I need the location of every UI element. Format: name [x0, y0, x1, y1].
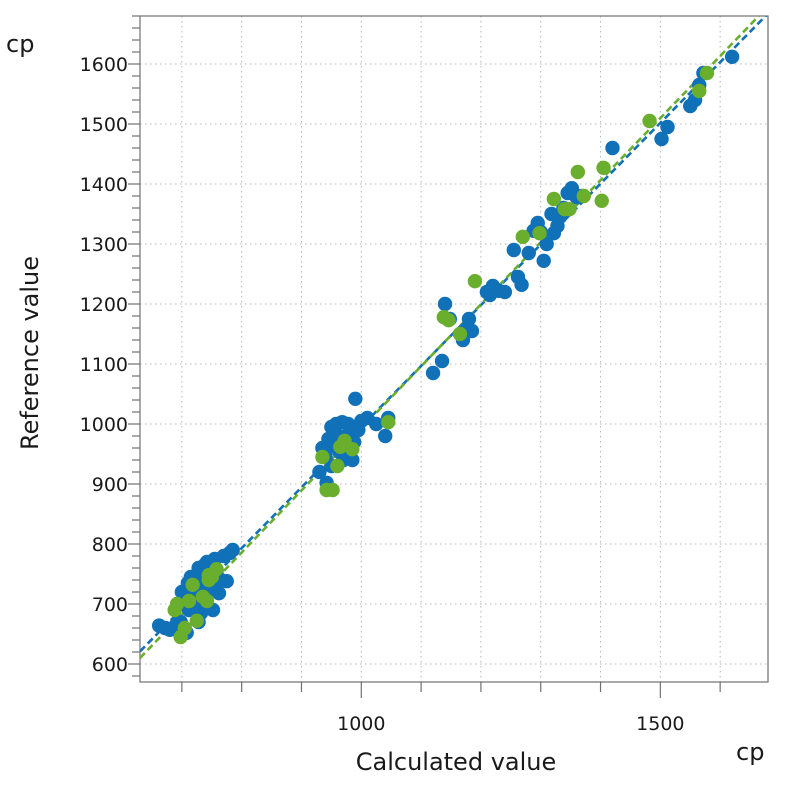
y-tick-label: 1100	[80, 354, 128, 376]
data-point	[209, 562, 224, 577]
data-point	[605, 140, 620, 156]
data-point	[219, 574, 234, 589]
data-point	[521, 245, 536, 261]
data-point	[189, 613, 205, 628]
data-point	[199, 593, 215, 609]
data-point	[325, 482, 340, 498]
data-point	[570, 164, 586, 180]
data-point	[348, 391, 363, 406]
axes	[128, 15, 769, 698]
x-tick-label: 1000	[337, 713, 385, 735]
data-point	[330, 458, 345, 474]
x-tick-label: 1500	[636, 713, 684, 735]
data-point	[506, 242, 522, 258]
y-tick-label: 1200	[80, 294, 128, 316]
data-point	[434, 353, 450, 369]
data-point	[699, 65, 715, 81]
tick-labels: 600 700 800 900 1000 1100 1200 1300 1400 1500 1600…	[80, 54, 685, 735]
data-point	[201, 572, 216, 588]
data-point	[642, 113, 657, 129]
grid-lines	[140, 16, 768, 682]
y-axis-unit: cp	[6, 30, 34, 58]
data-point	[452, 326, 468, 342]
data-point	[345, 442, 360, 457]
y-tick-label: 800	[92, 534, 128, 556]
data-point	[185, 577, 200, 592]
data-point	[381, 415, 396, 430]
data-point	[345, 452, 360, 468]
data-point	[177, 620, 193, 636]
data-point	[211, 586, 227, 601]
data-point	[169, 596, 185, 612]
data-point	[441, 313, 456, 328]
data-point	[369, 416, 384, 432]
data-point	[461, 311, 477, 327]
plot-frame	[139, 15, 769, 683]
data-points	[151, 49, 740, 645]
data-point	[437, 296, 453, 312]
data-point	[539, 236, 554, 252]
y-tick-label: 1300	[80, 234, 128, 256]
data-point	[315, 449, 330, 465]
data-point	[378, 428, 393, 444]
data-point	[181, 593, 197, 609]
data-point	[532, 226, 547, 241]
y-tick-label: 600	[92, 654, 128, 676]
data-point	[576, 188, 591, 204]
data-point	[562, 202, 577, 217]
data-point	[312, 464, 327, 480]
x-axis-unit: cp	[736, 738, 764, 766]
y-tick-label: 1400	[80, 174, 128, 196]
data-point	[546, 191, 562, 207]
data-point	[594, 193, 609, 208]
y-tick-label: 1500	[80, 114, 128, 136]
data-point	[514, 277, 529, 292]
data-point	[660, 119, 675, 135]
fit-line	[140, 16, 768, 653]
y-tick-label: 900	[92, 474, 128, 496]
y-tick-label: 1600	[80, 54, 128, 76]
data-point	[497, 284, 513, 300]
data-point	[536, 253, 551, 268]
data-point	[724, 49, 740, 64]
data-point	[425, 365, 441, 381]
data-point	[464, 323, 480, 339]
data-point	[596, 160, 611, 175]
data-point	[692, 83, 707, 99]
data-point	[515, 229, 530, 244]
data-point	[467, 274, 483, 289]
data-point	[654, 131, 669, 147]
y-tick-label: 1000	[80, 414, 128, 436]
data-point	[225, 542, 240, 558]
y-tick-label: 700	[92, 594, 128, 616]
x-axis-title: Calculated value	[356, 748, 557, 776]
y-axis-title: Reference value	[16, 256, 44, 450]
